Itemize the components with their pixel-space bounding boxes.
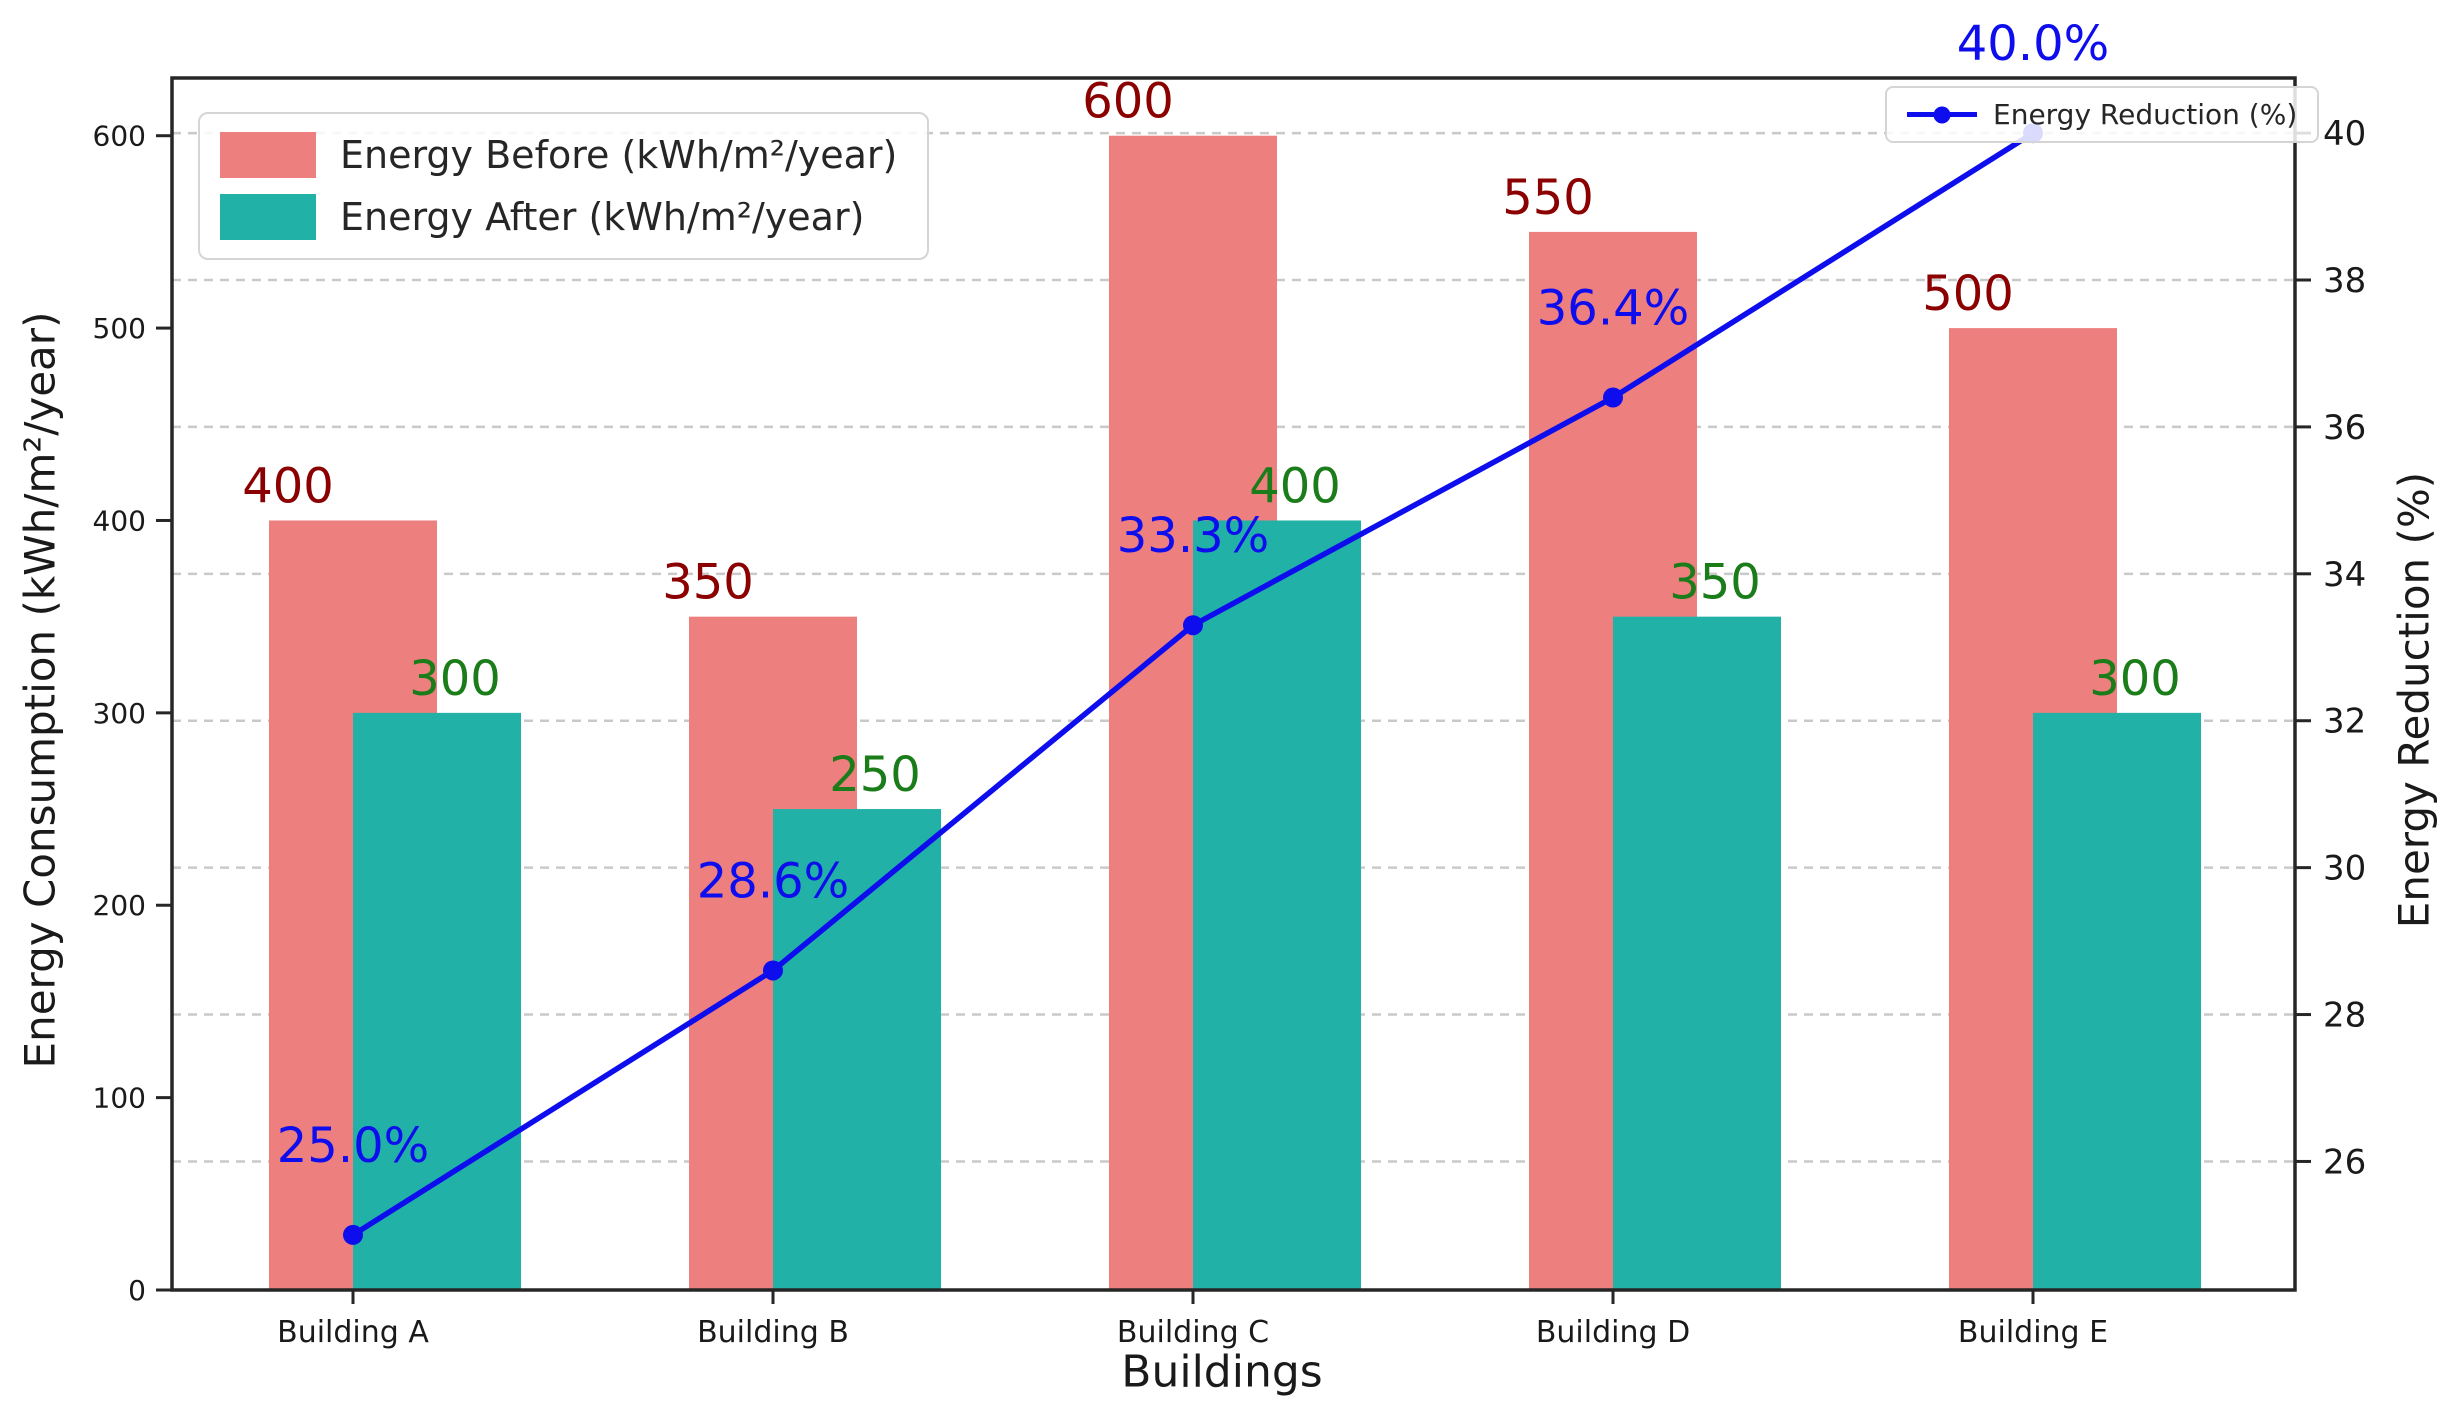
x-tick-label-0: Building A — [277, 1315, 429, 1350]
x-tick-label-2: Building C — [1117, 1315, 1269, 1350]
plot-border — [170, 76, 2297, 1292]
legend-label-energy-reduction: Energy Reduction (%) — [1993, 98, 2298, 131]
label-energy-after-4: 300 — [2089, 651, 2181, 707]
x-tick-label-3: Building D — [1536, 1315, 1690, 1350]
left-tick-label: 0 — [128, 1274, 146, 1307]
right-tick-label: 36 — [2323, 408, 2366, 448]
label-energy-after-0: 300 — [409, 651, 501, 707]
line-marker-icon — [1907, 106, 1977, 123]
right-tick-label: 28 — [2323, 996, 2366, 1036]
label-energy-before-3: 550 — [1502, 170, 1594, 226]
right-tick-label: 40 — [2323, 114, 2366, 154]
line-point-1 — [763, 960, 783, 981]
line-point-2 — [1183, 615, 1203, 636]
energy-before-swatch-icon — [220, 132, 316, 178]
label-energy-before-4: 500 — [1922, 266, 2014, 322]
label-energy-reduction-4: 40.0% — [1957, 16, 2109, 72]
right-tick-label: 32 — [2323, 702, 2366, 742]
right-tick-label: 30 — [2323, 849, 2366, 889]
right-tick-label: 38 — [2323, 261, 2366, 301]
bar-energy-after-1 — [773, 809, 941, 1290]
left-tick-label: 600 — [93, 120, 146, 153]
label-energy-after-1: 250 — [829, 747, 921, 803]
label-energy-before-0: 400 — [242, 458, 334, 514]
line-point-0 — [343, 1224, 363, 1245]
label-energy-reduction-2: 33.3% — [1117, 508, 1269, 564]
legend-line: Energy Reduction (%) — [1885, 86, 2320, 143]
bar-energy-after-4 — [2033, 712, 2201, 1290]
bar-energy-after-0 — [353, 712, 521, 1290]
label-energy-before-2: 600 — [1082, 74, 1174, 130]
left-tick-label: 500 — [93, 312, 146, 345]
legend-label-energy-before: Energy Before (kWh/m²/year) — [340, 133, 898, 177]
left-tick-label: 100 — [93, 1082, 146, 1115]
bar-energy-after-3 — [1613, 616, 1781, 1290]
left-tick-label: 400 — [93, 504, 146, 537]
legend-item-energy-after: Energy After (kWh/m²/year) — [220, 194, 897, 240]
legend-label-energy-after: Energy After (kWh/m²/year) — [340, 195, 865, 239]
label-energy-before-1: 350 — [662, 555, 754, 611]
y-axis-right-title: Energy Reduction (%) — [2389, 471, 2439, 929]
line-point-3 — [1603, 387, 1623, 408]
right-tick-label: 34 — [2323, 555, 2366, 595]
left-tick-label: 300 — [93, 697, 146, 730]
bar-energy-after-2 — [1193, 520, 1361, 1290]
label-energy-reduction-1: 28.6% — [697, 853, 849, 909]
legend-item-energy-reduction: Energy Reduction (%) — [1907, 98, 2297, 131]
label-energy-reduction-0: 25.0% — [277, 1118, 429, 1174]
legend-bars: Energy Before (kWh/m²/year) Energy After… — [198, 112, 930, 260]
x-tick-label-4: Building E — [1958, 1315, 2108, 1350]
energy-after-swatch-icon — [220, 194, 316, 240]
label-energy-reduction-3: 36.4% — [1537, 281, 1689, 337]
x-axis-title: Buildings — [1121, 1346, 1323, 1398]
x-tick-label-1: Building B — [697, 1315, 849, 1350]
left-tick-label: 200 — [93, 889, 146, 922]
right-tick-label: 26 — [2323, 1142, 2366, 1182]
label-energy-after-3: 350 — [1669, 555, 1761, 611]
legend-item-energy-before: Energy Before (kWh/m²/year) — [220, 132, 897, 178]
y-axis-left-title: Energy Consumption (kWh/m²/year) — [15, 311, 65, 1069]
label-energy-after-2: 400 — [1249, 458, 1341, 514]
